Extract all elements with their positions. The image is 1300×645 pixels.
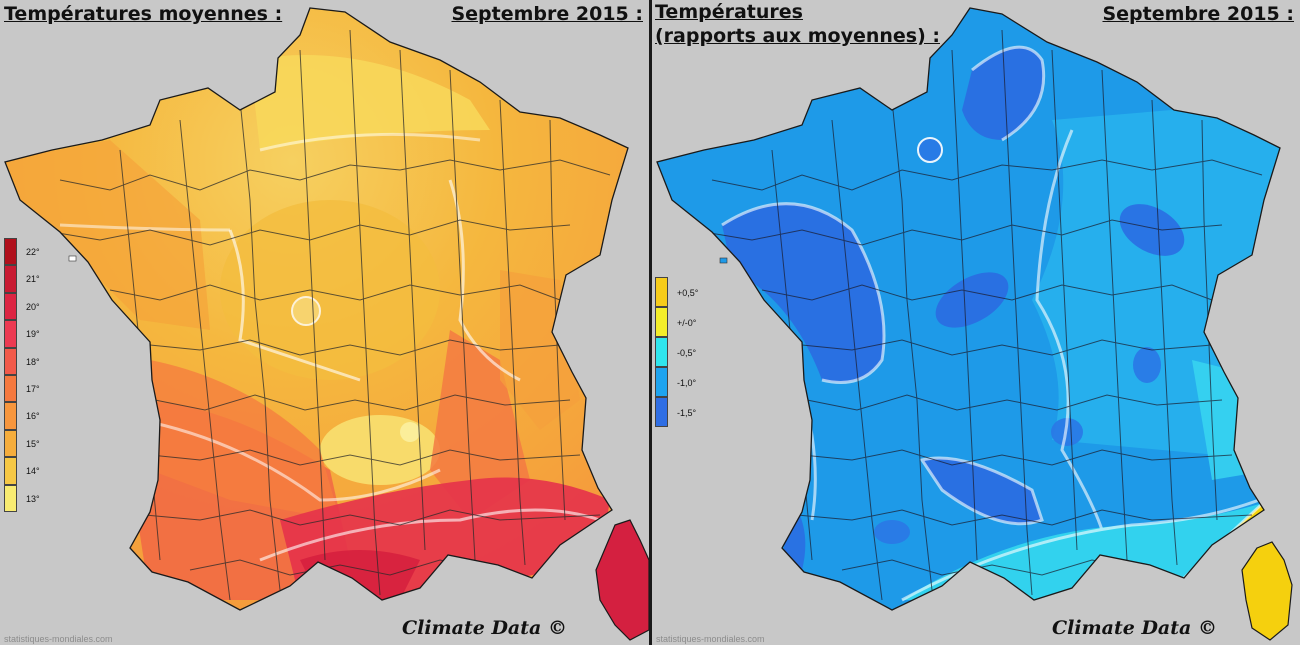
legend-swatch xyxy=(655,397,668,427)
legend-swatch xyxy=(655,307,668,337)
legend-label: +/-0° xyxy=(677,317,697,328)
legend-swatch xyxy=(655,277,668,307)
panel-divider xyxy=(649,0,652,645)
mean-temperature-map xyxy=(4,7,649,641)
legend-label: 22° xyxy=(26,247,40,258)
legend-swatch xyxy=(4,429,17,458)
legend-label: -0,5° xyxy=(677,347,697,358)
temperature-anomaly-map-panel: Températures (rapports aux moyennes) : S… xyxy=(652,0,1300,645)
legend-swatch xyxy=(4,457,17,485)
temperature-anomaly-map xyxy=(656,7,1293,641)
legend-label: 17° xyxy=(26,384,40,395)
legend-label: -1,0° xyxy=(677,377,697,388)
legend-label: 20° xyxy=(26,301,40,312)
left-site-watermark: statistiques-mondiales.com xyxy=(4,634,113,644)
legend-label: +0,5° xyxy=(677,287,699,298)
legend-label: -1,5° xyxy=(677,407,697,418)
legend-swatch xyxy=(4,375,17,403)
legend-label: 15° xyxy=(26,438,40,449)
right-map-title-line1: Températures xyxy=(655,1,803,23)
legend-swatch xyxy=(4,320,17,348)
right-map-period: Septembre 2015 : xyxy=(1102,3,1294,25)
legend-label: 21° xyxy=(26,274,40,285)
legend-label: 19° xyxy=(26,329,40,340)
legend-swatch xyxy=(4,347,17,375)
legend-swatch xyxy=(655,367,668,397)
legend-label: 13° xyxy=(26,493,40,504)
right-map-title-line2: (rapports aux moyennes) : xyxy=(655,25,940,47)
mean-temperature-map-panel: Températures moyennes : Septembre 2015 :… xyxy=(0,0,649,645)
legend-swatch xyxy=(4,402,17,430)
legend-label: 16° xyxy=(26,411,40,422)
legend-swatch xyxy=(4,484,17,512)
legend-label: 18° xyxy=(26,356,40,367)
legend-label: 14° xyxy=(26,466,40,477)
right-site-watermark: statistiques-mondiales.com xyxy=(656,634,765,644)
legend-swatch xyxy=(4,265,17,293)
left-credit: Climate Data © xyxy=(402,617,567,639)
corsica-region xyxy=(1241,541,1293,641)
legend-swatch xyxy=(4,292,17,321)
corsica-region xyxy=(595,519,649,641)
legend-swatch xyxy=(4,238,17,266)
left-map-title: Températures moyennes : xyxy=(4,3,283,25)
left-map-period: Septembre 2015 : xyxy=(451,3,643,25)
right-credit: Climate Data © xyxy=(1052,617,1217,639)
legend-swatch xyxy=(655,337,668,367)
